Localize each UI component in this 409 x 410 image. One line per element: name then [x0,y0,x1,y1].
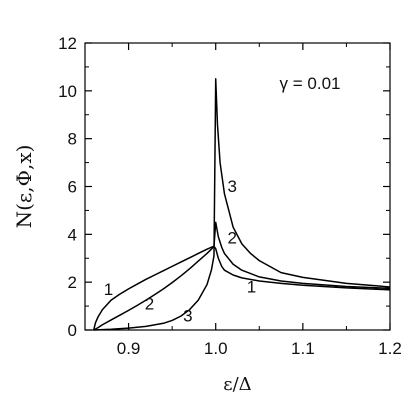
y-tick-label: 2 [68,273,77,292]
y-tick-label: 10 [58,82,77,101]
y-tick-label: 0 [68,321,77,340]
curve-label-3: 3 [228,177,237,196]
curve-label-1: 1 [104,280,113,299]
y-axis-label: N(ε,Φ,x) [12,145,36,229]
x-axis-label: ε/Δ [223,374,251,395]
curve-1-line [92,245,391,331]
y-tick-label: 6 [68,178,77,197]
curve-label-2: 2 [228,229,237,248]
x-tick-label: 1.2 [378,339,402,358]
plot-area: 1 2 3 1 2 3 [92,78,391,331]
curve-label-2: 2 [145,294,154,313]
curve-label-3: 3 [183,306,192,325]
curve-2-line [93,221,391,331]
y-tick-label: 12 [58,34,77,53]
x-tick-label: 0.9 [117,339,141,358]
gamma-annotation: γ = 0.01 [280,74,341,93]
axis-ticks [84,42,391,331]
x-tick-label: 1.1 [291,339,315,358]
curve-label-1: 1 [247,278,256,297]
x-tick-label: 1.0 [204,339,228,358]
y-tick-label: 8 [68,130,77,149]
curve-3-line [93,78,391,331]
y-tick-label: 4 [68,225,77,244]
